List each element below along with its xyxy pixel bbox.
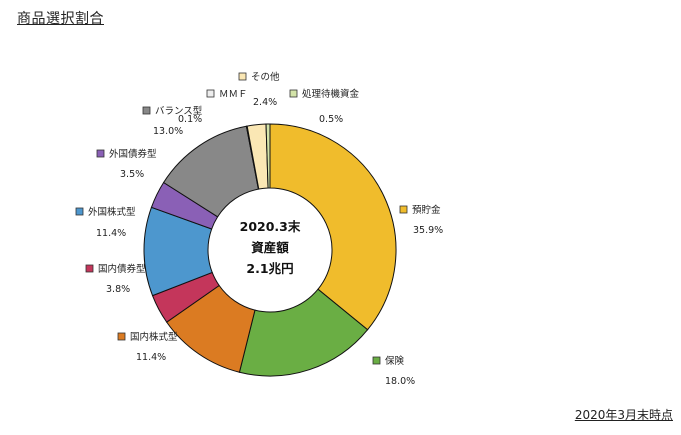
slice-name: 国内債券型 xyxy=(98,263,146,275)
slice-label-9: その他 2.4% xyxy=(238,71,280,108)
legend-swatch xyxy=(75,207,84,216)
legend-swatch xyxy=(96,149,105,158)
slice-10 xyxy=(265,123,271,189)
slice-name: 外国債券型 xyxy=(109,148,157,160)
slice-value: 0.5% xyxy=(319,114,343,125)
slice-label-5: 外国株式型 11.4% xyxy=(75,206,136,239)
slice-label-7: バランス型 13.0% xyxy=(142,106,203,137)
slice-label-10: 処理待機資金 0.5% xyxy=(289,88,360,125)
slice-value: 11.4% xyxy=(96,228,126,239)
slice-label-8: ＭＭＦ 0.1% xyxy=(178,89,248,125)
legend-swatch xyxy=(399,205,408,214)
slice-name: 処理待機資金 xyxy=(302,88,360,100)
legend-swatch xyxy=(117,332,126,341)
legend-swatch xyxy=(238,72,247,81)
legend-swatch xyxy=(206,89,215,98)
center-label-line-2: 資産額 xyxy=(251,240,289,255)
slice-value: 2.4% xyxy=(253,97,277,108)
slice-name: ＭＭＦ xyxy=(219,89,248,100)
slice-label-6: 外国債券型 3.5% xyxy=(96,148,157,180)
slice-label-2: 保険 18.0% xyxy=(372,355,415,387)
center-label-line-1: 2020.3末 xyxy=(240,219,301,234)
page-title: 商品選択割合 xyxy=(17,11,104,27)
slice-2 xyxy=(238,288,369,377)
slice-value: 0.1% xyxy=(178,114,202,125)
as-of-date-note: 2020年3月末時点 xyxy=(574,408,673,422)
slice-label-3: 国内株式型 11.4% xyxy=(117,331,178,363)
slice-name: 保険 xyxy=(385,355,405,367)
slice-name: 国内株式型 xyxy=(130,331,178,343)
slice-value: 18.0% xyxy=(385,376,415,387)
slice-value: 3.5% xyxy=(120,169,144,180)
legend-swatch xyxy=(142,106,151,115)
slice-name: バランス型 xyxy=(155,106,203,117)
slice-value: 3.8% xyxy=(106,284,130,295)
slice-name: 外国株式型 xyxy=(88,206,136,218)
slice-value: 35.9% xyxy=(413,225,443,236)
legend-swatch xyxy=(372,356,381,365)
slice-value: 13.0% xyxy=(153,126,183,137)
center-label-line-3: 2.1兆円 xyxy=(246,261,293,276)
slice-1 xyxy=(269,123,397,331)
slice-value: 11.4% xyxy=(136,352,166,363)
slice-name: その他 xyxy=(251,71,280,83)
slice-name: 預貯金 xyxy=(412,204,441,216)
slice-label-4: 国内債券型 3.8% xyxy=(85,263,146,295)
legend-swatch xyxy=(85,264,94,273)
slice-label-1: 預貯金 35.9% xyxy=(399,204,443,236)
legend-swatch xyxy=(289,89,298,98)
